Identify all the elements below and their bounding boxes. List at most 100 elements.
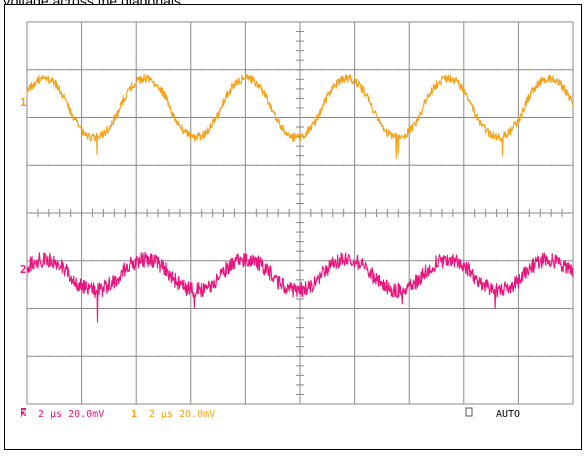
grid-dot [48,260,50,262]
grid-dot [343,69,345,71]
grid-dot [365,260,367,262]
grid-dot [310,212,312,214]
grid-dot [550,308,552,309]
grid-dot [70,164,72,166]
grid-dot [255,164,257,166]
grid-dot [430,69,432,71]
grid-dot [179,403,181,405]
grid-dot [397,69,399,71]
grid-dot [452,69,454,71]
grid-dot [397,117,399,118]
grid-dot [397,164,399,166]
grid-dot [37,355,39,357]
grid-dot [343,308,345,309]
grid-dot [37,212,39,214]
grid-dot [321,164,323,166]
grid-dot [496,164,498,166]
grid-dot [168,355,170,357]
grid-dot [332,212,334,214]
grid-dot [441,403,443,405]
grid-dot [146,355,148,357]
grid-dot [452,164,454,166]
grid-dot [397,212,399,214]
grid-dot [92,260,94,262]
grid-dot [397,355,399,357]
grid-dot [179,260,181,262]
grid-dot [332,117,334,118]
grid-dot [375,308,377,309]
grid-dot [375,355,377,357]
grid-dot [452,117,454,118]
grid-dot [201,355,203,357]
grid-dot [506,117,508,118]
grid-dot [48,69,50,71]
grid-dot [233,117,235,118]
grid-dot [233,164,235,166]
waveform-traces [26,73,574,323]
channel-1-marker: 1 [20,96,27,109]
grid-dot [223,164,225,166]
grid-dot [539,164,541,166]
grid-dot [168,260,170,262]
grid-dot [506,69,508,71]
grid-dot [441,355,443,357]
grid-dot [332,403,334,405]
grid-dot [92,117,94,118]
grid-dot [277,260,279,262]
grid-dot [70,69,72,71]
grid-dot [179,212,181,214]
grid-dot [37,308,39,309]
grid-dot [310,308,312,309]
grid-dot [70,117,72,118]
grid-dot [37,164,39,166]
grid-dot [496,212,498,214]
grid-dot [37,21,39,23]
grid-dot [310,403,312,405]
grid-dot [266,21,268,23]
grid-dot [255,21,257,23]
grid-dot [102,117,104,118]
grid-dot [561,69,563,71]
status-bar: 2 2 μs 20.0mV 1 2 μs 20.0mV AUTO [21,407,520,420]
grid-dot [386,212,388,214]
grid-dot [528,260,530,262]
grid-dot [201,117,203,118]
grid-dot [157,355,159,357]
grid-dot [452,308,454,309]
grid-dot [397,21,399,23]
grid-dot [561,308,563,309]
grid-dot [59,308,61,309]
grid-dot [539,355,541,357]
grid-dot [528,117,530,118]
grid-dot [496,69,498,71]
grid-dot [485,308,487,309]
grid-dot [343,355,345,357]
grid-dot [157,69,159,71]
grid-dot [124,69,126,71]
grid-dot [37,69,39,71]
grid-dot [528,212,530,214]
grid-dot [550,164,552,166]
grid-dot [113,164,115,166]
grid-dot [397,403,399,405]
grid-dot [102,308,104,309]
grid-dot [441,21,443,23]
grid-dot [321,21,323,23]
grid-dot [266,260,268,262]
grid-dot [113,308,115,309]
grid-dot [113,355,115,357]
grid-dot [474,403,476,405]
grid-dot [168,212,170,214]
grid-dot [332,355,334,357]
grid-dot [375,69,377,71]
grid-dot [419,260,421,262]
grid-dot [223,260,225,262]
grid-dot [157,21,159,23]
grid-dot [365,21,367,23]
grid-dot [539,21,541,23]
grid-dot [419,69,421,71]
grid-dot [59,212,61,214]
grid-dot [441,212,443,214]
grid-dot [70,212,72,214]
grid-dot [179,117,181,118]
